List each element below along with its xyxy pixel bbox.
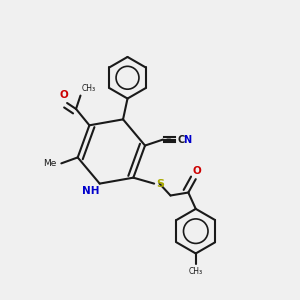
Text: NH: NH [82,186,100,196]
Text: CH₃: CH₃ [189,267,203,276]
Text: CH₃: CH₃ [82,84,96,93]
Text: Me: Me [44,159,57,168]
Text: N: N [183,135,191,145]
Text: O: O [60,90,68,100]
Text: C: C [177,135,184,145]
Text: S: S [157,178,164,189]
Text: O: O [193,166,202,176]
